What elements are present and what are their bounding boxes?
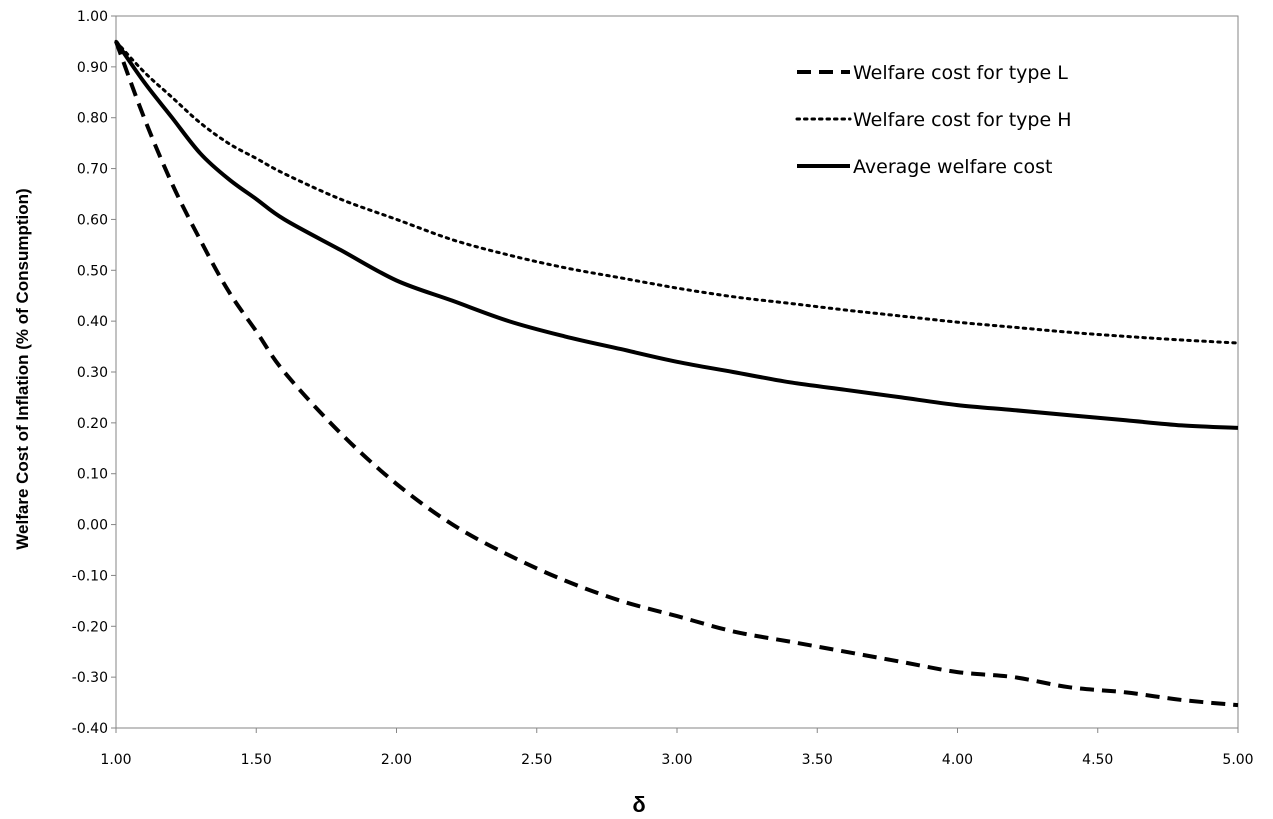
y-tick-label: 0.00 [77, 518, 108, 534]
x-axis-ticks: 1.00 1.50 2.00 2.50 3.00 3.50 4.00 4.50 5.00 [100, 728, 1254, 768]
y-axis-ticks: 1.00 0.90 0.80 0.70 0.60 0.50 0.40 0.30 0.20 0.10… [72, 9, 116, 737]
x-tick-label: 1.00 [100, 752, 131, 768]
x-tick-label: 4.00 [942, 752, 973, 768]
x-tick-label: 2.50 [521, 752, 552, 768]
y-tick-label: 0.60 [77, 212, 108, 228]
series-line-welfare-cost-for-type-h [114, 39, 1240, 345]
x-tick-label: 5.00 [1222, 752, 1253, 768]
y-tick-label: 0.10 [77, 467, 108, 483]
x-tick-label: 2.00 [381, 752, 412, 768]
series-line-average-welfare-cost [114, 40, 1239, 430]
legend: Welfare cost for type L Welfare cost for … [795, 62, 1072, 178]
y-tick-label: 0.90 [77, 60, 108, 76]
series-layer [114, 39, 1240, 708]
y-tick-label: 0.30 [77, 365, 108, 381]
y-tick-label: -0.20 [72, 619, 108, 635]
legend-label-welfare-cost-for-type-l: Welfare cost for type L [853, 62, 1068, 84]
y-tick-label: 0.80 [77, 111, 108, 127]
y-tick-label: 0.70 [77, 162, 108, 178]
x-tick-label: 3.50 [802, 752, 833, 768]
y-tick-label: 1.00 [77, 9, 108, 25]
y-tick-label: 0.20 [77, 416, 108, 432]
x-tick-label: 1.50 [241, 752, 272, 768]
x-axis-title: δ [632, 792, 645, 817]
y-tick-label: -0.30 [72, 670, 108, 686]
legend-label-welfare-cost-for-type-h: Welfare cost for type H [853, 109, 1072, 131]
x-tick-label: 4.50 [1082, 752, 1113, 768]
y-tick-label: 0.50 [77, 263, 108, 279]
y-axis-title: Welfare Cost of Inflation (% of Consumpt… [13, 188, 32, 549]
y-tick-label: 0.40 [77, 314, 108, 330]
legend-label-average-welfare-cost: Average welfare cost [853, 156, 1052, 178]
series-line-welfare-cost-for-type-l [114, 40, 1239, 708]
y-tick-label: -0.10 [72, 568, 108, 584]
y-tick-label: -0.40 [72, 721, 108, 737]
x-tick-label: 3.00 [661, 752, 692, 768]
